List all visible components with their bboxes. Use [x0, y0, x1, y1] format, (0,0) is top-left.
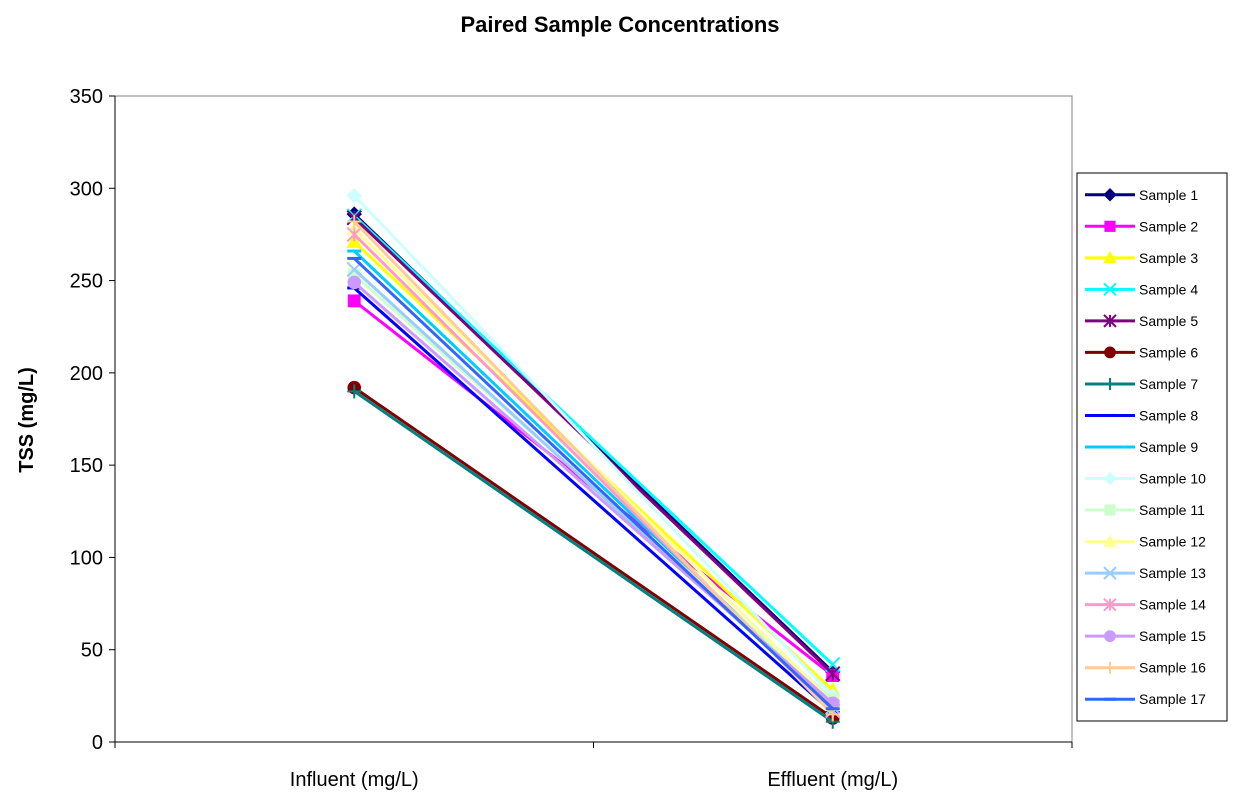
y-axis: 0 50 100 150 200 250 300 350 — [70, 86, 116, 754]
series-17 — [347, 256, 840, 711]
data-point — [347, 214, 362, 229]
legend-label: Sample 13 — [1139, 565, 1206, 581]
legend-label: Sample 17 — [1139, 691, 1206, 707]
legend-entry: Sample 3 — [1085, 250, 1198, 266]
x-tick-label: Effluent (mg/L) — [767, 769, 898, 791]
legend-marker — [1103, 188, 1117, 202]
legend: Sample 1 Sample 2 Sample 3 Sample 4 Sample 5… — [1076, 172, 1228, 722]
legend-entry: Sample 11 — [1085, 502, 1205, 518]
legend-entry: Sample 9 — [1085, 439, 1198, 455]
legend-entry: Sample 4 — [1085, 281, 1198, 297]
legend-marker — [1104, 377, 1116, 390]
legend-label: Sample 6 — [1139, 344, 1198, 360]
legend-entry: Sample 8 — [1085, 407, 1198, 423]
series-line — [353, 194, 834, 697]
series-line — [353, 214, 834, 666]
legend-entry: Sample 7 — [1085, 376, 1198, 392]
legend-label: Sample 7 — [1139, 376, 1198, 392]
y-axis-label: TSS (mg/L) — [16, 367, 38, 473]
legend-entry: Sample 13 — [1085, 565, 1206, 581]
legend-marker — [1104, 661, 1116, 674]
series-line — [353, 390, 834, 723]
legend-entry: Sample 14 — [1085, 597, 1206, 613]
series-line — [353, 286, 834, 714]
legend-label: Sample 15 — [1139, 628, 1206, 644]
data-point — [346, 226, 362, 243]
legend-label: Sample 9 — [1139, 439, 1198, 455]
legend-marker — [1104, 630, 1116, 643]
data-point — [347, 275, 362, 290]
legend-entry: Sample 1 — [1085, 187, 1198, 203]
legend-entry: Sample 6 — [1085, 344, 1198, 360]
legend-entry: Sample 12 — [1085, 534, 1206, 550]
data-point — [346, 187, 362, 204]
x-tick-label: Influent (mg/L) — [290, 769, 419, 791]
legend-marker — [1103, 534, 1117, 547]
legend-label: Sample 3 — [1139, 250, 1198, 266]
chart-title: Paired Sample Concentrations — [460, 12, 779, 37]
legend-entry: Sample 17 — [1085, 691, 1206, 707]
legend-label: Sample 2 — [1139, 218, 1198, 234]
legend-marker — [1104, 346, 1116, 359]
y-tick-label: 300 — [70, 178, 103, 200]
legend-label: Sample 11 — [1139, 502, 1205, 518]
legend-marker — [1103, 471, 1117, 486]
y-tick-label: 350 — [70, 86, 103, 108]
data-point — [347, 294, 361, 308]
legend-label: Sample 16 — [1139, 660, 1206, 676]
legend-label: Sample 8 — [1139, 407, 1198, 423]
legend-label: Sample 12 — [1139, 534, 1206, 550]
legend-marker — [1104, 220, 1116, 232]
legend-label: Sample 5 — [1139, 313, 1198, 329]
x-axis: Influent (mg/L) Effluent (mg/L) — [114, 741, 1073, 791]
legend-entry: Sample 5 — [1085, 313, 1198, 329]
legend-entry: Sample 2 — [1085, 218, 1198, 234]
series-group — [346, 187, 841, 729]
y-tick-label: 200 — [70, 363, 103, 385]
legend-marker — [1103, 250, 1117, 264]
y-tick-label: 150 — [70, 455, 103, 477]
legend-marker — [1103, 566, 1117, 580]
y-tick-label: 250 — [70, 271, 103, 293]
legend-entry: Sample 10 — [1085, 471, 1206, 487]
y-tick-label: 100 — [70, 547, 103, 569]
legend-label: Sample 14 — [1139, 597, 1206, 613]
series-line — [353, 257, 834, 710]
data-point — [347, 384, 362, 399]
legend-entry: Sample 15 — [1085, 628, 1206, 644]
plot-area — [114, 95, 1073, 743]
series-line — [353, 386, 834, 720]
legend-label: Sample 10 — [1139, 471, 1206, 487]
legend-marker — [1103, 597, 1117, 612]
y-tick-label: 50 — [81, 640, 103, 662]
legend-marker — [1104, 504, 1116, 516]
data-point — [825, 666, 841, 682]
legend-marker — [1103, 314, 1117, 328]
legend-label: Sample 4 — [1139, 281, 1198, 297]
legend-marker — [1103, 282, 1117, 297]
y-tick-label: 0 — [92, 732, 103, 754]
legend-label: Sample 1 — [1139, 187, 1198, 203]
legend-entry: Sample 16 — [1085, 660, 1206, 676]
